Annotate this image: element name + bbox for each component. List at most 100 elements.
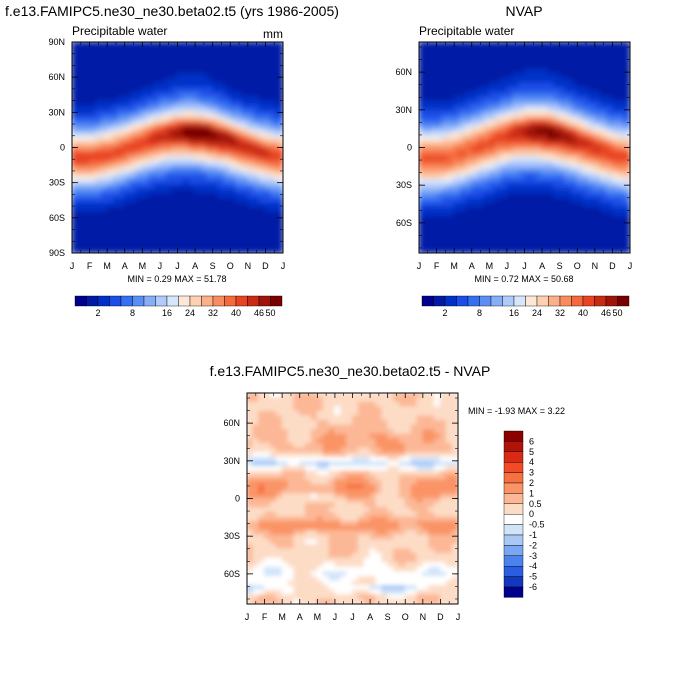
colorbar-obs-swatch-13: [571, 295, 584, 307]
colorbar-obs-swatch-7: [502, 295, 515, 307]
colorbar-diff-label-2: 4: [529, 457, 534, 467]
colorbar-model-swatch-5: [132, 295, 145, 307]
plot-model-ytick-label-1: 60N: [48, 72, 65, 82]
colorbar-diff-swatch-0: [503, 430, 524, 442]
plot-obs-xtick-label-10: N: [592, 261, 599, 271]
colorbar-diff-label-11: -3: [529, 551, 537, 561]
colorbar-obs-swatch-16: [605, 295, 618, 307]
colorbar-diff-label-12: -4: [529, 561, 537, 571]
colorbar-diff-swatch-13: [503, 566, 524, 577]
colorbar-obs-label-0: 2: [442, 308, 447, 318]
colorbar-model-swatch-17: [270, 295, 283, 307]
colorbar-obs-swatch-10: [536, 295, 549, 307]
colorbar-obs-swatch-5: [479, 295, 492, 307]
colorbar-model-label-0: 2: [95, 308, 100, 318]
colorbar-model-swatch-11: [201, 295, 214, 307]
colorbar-obs-label-1: 8: [477, 308, 482, 318]
plot-diff-ytick-label-2: 0: [235, 494, 240, 504]
colorbar-obs-swatch-6: [490, 295, 503, 307]
colorbar-model-swatch-16: [258, 295, 271, 307]
colorbar-model-swatch-2: [97, 295, 110, 307]
colorbar-model-label-1: 8: [130, 308, 135, 318]
plot-diff-ytick-label-3: 30S: [224, 531, 240, 541]
colorbar-obs-label-3: 24: [532, 308, 542, 318]
colorbar-diff-swatch-7: [503, 503, 524, 515]
colorbar-diff-swatch-8: [503, 514, 524, 525]
colorbar-model-label-5: 40: [231, 308, 241, 318]
colorbar-obs: 2 8 16 24 32 40 46 50: [421, 295, 630, 318]
plot-diff-stats: MIN = -1.93 MAX = 3.22: [468, 406, 565, 416]
colorbar-diff-label-3: 3: [529, 468, 534, 478]
colorbar-model-swatch-9: [178, 295, 191, 307]
colorbar-obs-swatch-8: [513, 295, 526, 307]
colorbar-diff-label-13: -5: [529, 572, 537, 582]
plot-obs-ytick-label-1: 30N: [395, 105, 412, 115]
colorbar-model: 2 8 16 24 32 40 46 50: [74, 295, 283, 318]
plot-model-xtick-label-10: N: [245, 261, 252, 271]
colorbar-diff-label-10: -2: [529, 540, 537, 550]
plot-diff-xtick-label-7: A: [367, 612, 373, 622]
plot-diff-xtick-label-3: A: [297, 612, 303, 622]
plot-model-xtick-label-12: J: [281, 261, 286, 271]
colorbar-model-swatch-3: [109, 295, 122, 307]
plot-diff-ytick-label-4: 60S: [224, 569, 240, 579]
plot-diff-xtick-label-11: D: [437, 612, 444, 622]
colorbar-diff-swatch-4: [503, 472, 524, 484]
plot-diff-xtick-label-1: F: [262, 612, 268, 622]
colorbar-obs-swatch-15: [594, 295, 607, 307]
colorbar-model-swatch-8: [166, 295, 179, 307]
plot-model-ytick-label-0: 90N: [48, 37, 65, 47]
colorbar-model-swatch-6: [143, 295, 156, 307]
colorbar-model-label-4: 32: [208, 308, 218, 318]
plot-model-ytick-label-6: 90S: [49, 248, 65, 258]
plot-model-xtick-label-1: F: [87, 261, 93, 271]
plot-obs-ytick-label-3: 30S: [396, 180, 412, 190]
colorbar-model-swatch-15: [247, 295, 260, 307]
colorbar-obs-label-2: 16: [509, 308, 519, 318]
colorbar-model-swatch-12: [212, 295, 225, 307]
plot-obs-xtick-label-5: J: [505, 261, 510, 271]
colorbar-obs-swatch-9: [525, 295, 538, 307]
plot-obs-xtick-label-1: F: [434, 261, 440, 271]
colorbar-diff-label-8: -0.5: [529, 520, 545, 530]
plot-model-xtick-label-5: J: [158, 261, 163, 271]
plot-obs-xtick-label-4: M: [486, 261, 494, 271]
colorbar-diff-swatch-2: [503, 451, 524, 463]
colorbar-obs-swatch-3: [456, 295, 469, 307]
colorbar-obs-swatch-17: [617, 295, 630, 307]
plot-diff-xtick-label-4: M: [314, 612, 322, 622]
plot-obs-xtick-label-7: A: [539, 261, 545, 271]
plot-obs-xtick-label-6: J: [522, 261, 527, 271]
colorbar-model-label-3: 24: [185, 308, 195, 318]
colorbar-obs-swatch-1: [433, 295, 446, 307]
plot-model-xtick-label-9: O: [227, 261, 234, 271]
plot-model-ytick-label-2: 30N: [48, 107, 65, 117]
plot-model-units-label: mm: [263, 27, 283, 41]
plot-obs-xtick-label-2: M: [450, 261, 458, 271]
plot-model-xtick-label-8: S: [210, 261, 216, 271]
colorbar-diff-swatch-1: [503, 441, 524, 452]
colorbar-diff-label-9: -1: [529, 530, 537, 540]
colorbar-model-label-2: 16: [162, 308, 172, 318]
colorbar-diff-swatch-3: [503, 462, 524, 473]
colorbar-diff-swatch-10: [503, 534, 524, 546]
plot-diff-xtick-label-12: J: [456, 612, 461, 622]
colorbar-diff-label-14: -6: [529, 582, 537, 592]
colorbar-obs-label-5: 40: [578, 308, 588, 318]
plot-diff-xtick-label-0: J: [245, 612, 250, 622]
colorbar-diff-swatch-11: [503, 545, 524, 557]
colorbar-diff-swatch-9: [503, 524, 524, 536]
colorbar-model-label-6: 46: [254, 308, 264, 318]
plot-obs-ytick-label-4: 60S: [396, 218, 412, 228]
colorbar-obs-label-7: 50: [612, 308, 622, 318]
colorbar-model-swatch-4: [120, 295, 133, 307]
plot-obs-xtick-label-12: J: [628, 261, 633, 271]
colorbar-model-swatch-14: [235, 295, 248, 307]
plot-obs-ytick-label-2: 0: [407, 143, 412, 153]
plot-model-xtick-label-4: M: [139, 261, 147, 271]
colorbar-diff-label-4: 2: [529, 478, 534, 488]
plot-obs-xtick-label-11: D: [609, 261, 616, 271]
